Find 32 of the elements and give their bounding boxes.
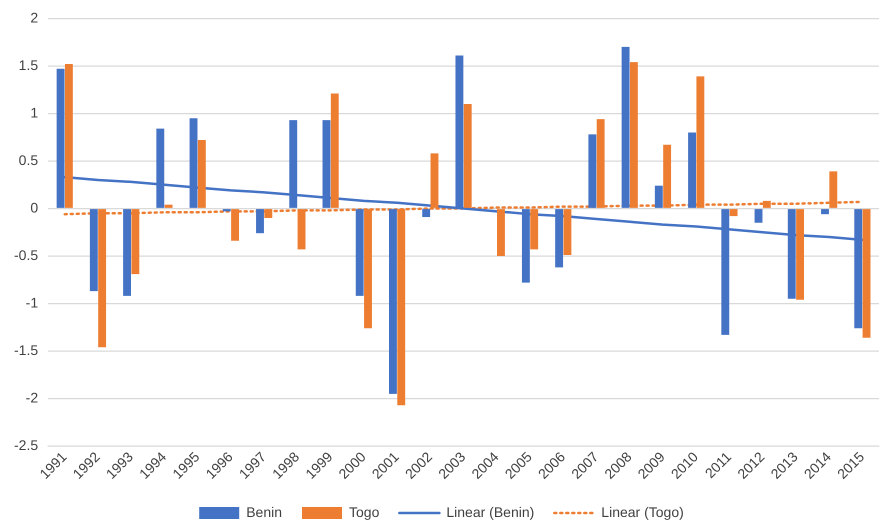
- y-tick-label: -2.5: [14, 436, 38, 453]
- bar: [754, 209, 762, 223]
- bar: [622, 46, 630, 208]
- bar: [796, 209, 804, 300]
- bar: [164, 204, 173, 208]
- bar: [198, 140, 206, 208]
- y-tick-label: -2: [26, 389, 38, 406]
- legend-label: Benin: [246, 504, 282, 520]
- y-tick-label: 1.5: [18, 56, 38, 73]
- bar: [422, 209, 430, 218]
- bar: [688, 132, 696, 208]
- legend-label: Linear (Benin): [446, 504, 534, 520]
- y-tick-label: 0.5: [18, 152, 38, 168]
- legend-label: Togo: [349, 504, 380, 520]
- y-tick-label: 2: [30, 9, 38, 26]
- bar: [356, 209, 364, 296]
- y-tick-label: 0: [30, 199, 38, 216]
- bar: [821, 209, 829, 214]
- bar: [90, 209, 98, 292]
- y-tick-label: 1: [30, 104, 38, 120]
- legend-label: Linear (Togo): [601, 504, 684, 520]
- y-tick-label: -1: [26, 294, 38, 310]
- bar: [730, 209, 738, 216]
- y-tick-label: -1.5: [14, 342, 38, 358]
- bar: [388, 209, 397, 394]
- y-tick-label: -0.5: [14, 246, 38, 263]
- bar: [588, 134, 596, 208]
- bar: [654, 186, 663, 208]
- bar: [256, 209, 264, 234]
- bar: [64, 64, 73, 208]
- bar: [123, 209, 132, 296]
- bar: [862, 209, 870, 338]
